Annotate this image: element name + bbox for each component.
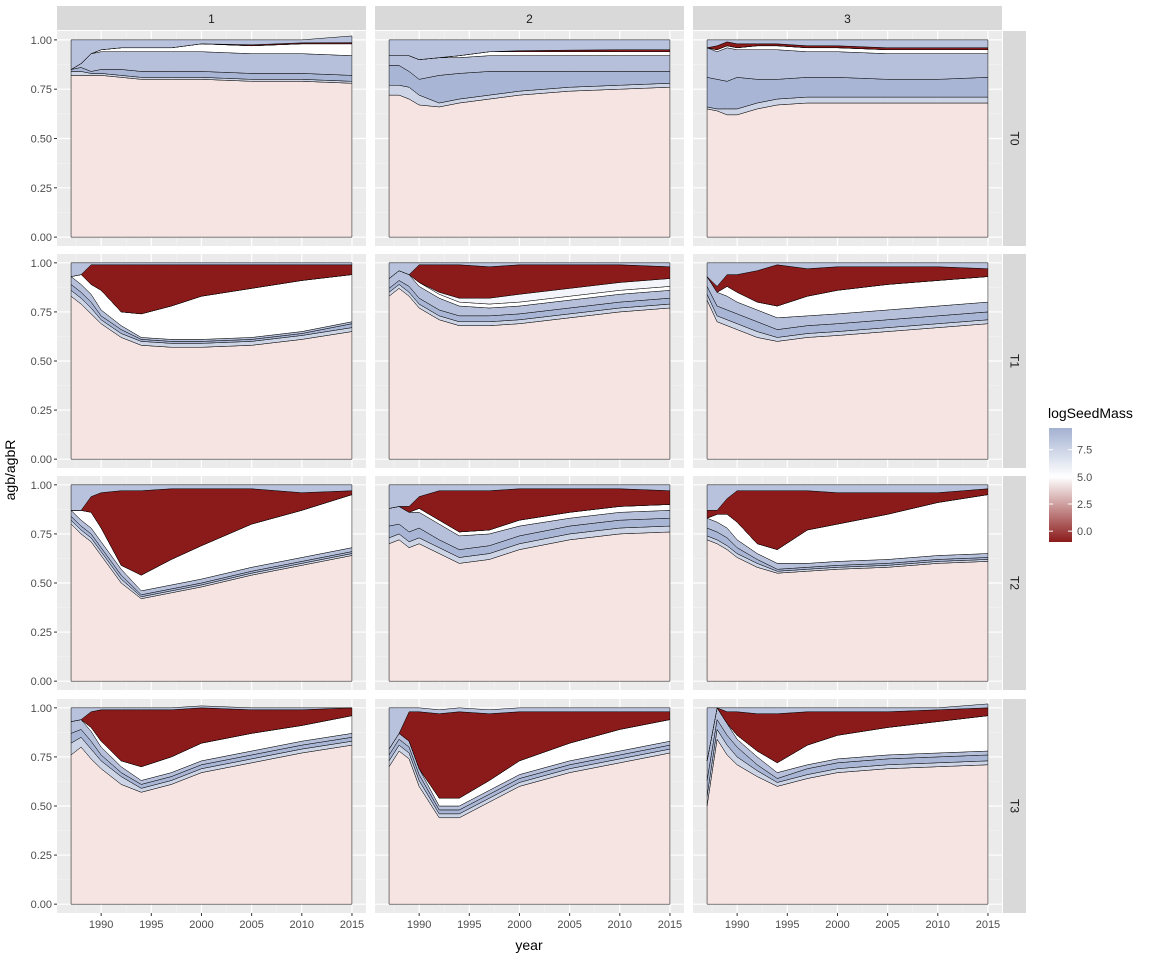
- area-layer-1: [388, 531, 671, 682]
- y-tick-label: 1.00: [31, 480, 52, 492]
- x-tick-label: 2000: [825, 919, 849, 931]
- y-tick-label: 0.75: [31, 307, 52, 319]
- x-tick-label: 1990: [407, 919, 431, 931]
- area-layer-8: [70, 484, 353, 511]
- x-tick-label: 2000: [507, 919, 531, 931]
- column-strip-2: [375, 6, 684, 30]
- x-tick-label: 1995: [775, 919, 799, 931]
- panel-T2-2: [375, 476, 684, 690]
- row-strip-label: T0: [1008, 131, 1022, 145]
- y-tick-label: 0.25: [31, 183, 52, 195]
- row-strip-T0: [1003, 31, 1026, 246]
- y-tick-label: 1.00: [31, 703, 52, 715]
- area-layer-1: [70, 75, 353, 238]
- x-tick-label: 2005: [875, 919, 899, 931]
- area-layer-8: [70, 262, 353, 277]
- column-strip-label: 3: [844, 12, 851, 26]
- area-layer-8: [388, 262, 671, 279]
- y-tick-label: 0.50: [31, 578, 52, 590]
- legend-colorbar: [1049, 428, 1072, 542]
- column-strip-label: 2: [526, 12, 533, 26]
- legend-label: 5.0: [1077, 472, 1092, 484]
- x-axis-title: year: [515, 937, 543, 953]
- legend-label: 0.0: [1077, 526, 1092, 538]
- y-tick-label: 0.75: [31, 529, 52, 541]
- area-layer-8: [388, 39, 671, 60]
- x-tick-label: 1995: [457, 919, 481, 931]
- row-strip-T2: [1003, 476, 1026, 690]
- area-layer-8: [706, 484, 989, 511]
- legend-label: 2.5: [1077, 499, 1092, 511]
- row-strip-label: T1: [1008, 354, 1022, 368]
- y-tick-label: 0.75: [31, 84, 52, 96]
- panels: [57, 31, 1002, 913]
- x-tick-label: 2000: [189, 919, 213, 931]
- row-strip-T1: [1003, 254, 1026, 468]
- x-tick-label: 2005: [557, 919, 581, 931]
- row-strip-T3: [1003, 699, 1026, 913]
- panel-T3-1: [57, 699, 366, 913]
- column-strip-label: 1: [208, 12, 215, 26]
- area-layer-8: [70, 705, 353, 722]
- x-tick-label: 1990: [725, 919, 749, 931]
- panel-T1-1: [57, 254, 366, 468]
- area-layer-1: [388, 86, 671, 238]
- x-tick-label: 2015: [976, 919, 1000, 931]
- area-layer-8: [706, 39, 989, 49]
- panel-T1-2: [375, 254, 684, 468]
- legend-label: 7.5: [1077, 445, 1092, 457]
- y-tick-label: 0.50: [31, 801, 52, 813]
- panel-T3-3: [693, 699, 1002, 913]
- y-tick-label: 0.00: [31, 232, 52, 244]
- y-tick-label: 0.50: [31, 134, 52, 146]
- column-strip-1: [57, 6, 366, 30]
- panel-T0-2: [375, 31, 684, 246]
- axes: 0.00 0.25 0.50 0.75 1.00 0.00 0.25 0.50 0.75 1.00…: [31, 35, 1001, 931]
- facet-strips: 1 2 3 T0 T1 T2 T3: [57, 6, 1026, 913]
- panel-T0-1: [57, 31, 366, 246]
- y-tick-label: 1.00: [31, 35, 52, 47]
- area-layer-8: [706, 703, 989, 762]
- y-tick-label: 0.25: [31, 405, 52, 417]
- panel-T0-3: [693, 31, 1002, 246]
- area-layer-8: [706, 262, 989, 287]
- x-tick-label: 2015: [340, 919, 364, 931]
- panel-T3-2: [375, 699, 684, 913]
- x-tick-label: 1990: [89, 919, 113, 931]
- panel-T2-1: [57, 476, 366, 690]
- y-tick-label: 0.25: [31, 850, 52, 862]
- x-tick-label: 2010: [290, 919, 314, 931]
- column-strip-3: [693, 6, 1002, 30]
- area-layer-1: [706, 102, 989, 238]
- y-tick-label: 0.25: [31, 627, 52, 639]
- y-tick-label: 0.00: [31, 454, 52, 466]
- y-axis-title: agb/agbR: [2, 440, 18, 501]
- legend-title: logSeedMass: [1048, 405, 1133, 421]
- row-strip-label: T3: [1008, 799, 1022, 813]
- x-tick-label: 2015: [658, 919, 682, 931]
- y-tick-label: 1.00: [31, 258, 52, 270]
- area-layer-8: [70, 35, 353, 70]
- area-layer-8: [388, 484, 671, 509]
- legend: logSeedMass 7.5 5.0 2.5 0.0: [1048, 405, 1133, 542]
- panel-T2-3: [693, 476, 1002, 690]
- area-layer-8: [388, 707, 671, 750]
- y-tick-label: 0.75: [31, 752, 52, 764]
- y-tick-label: 0.00: [31, 899, 52, 911]
- x-tick-label: 1995: [139, 919, 163, 931]
- x-tick-label: 2005: [239, 919, 263, 931]
- x-tick-label: 2010: [608, 919, 632, 931]
- y-tick-label: 0.50: [31, 356, 52, 368]
- panel-T1-3: [693, 254, 1002, 468]
- x-tick-label: 2010: [926, 919, 950, 931]
- row-strip-label: T2: [1008, 576, 1022, 590]
- y-tick-label: 0.00: [31, 676, 52, 688]
